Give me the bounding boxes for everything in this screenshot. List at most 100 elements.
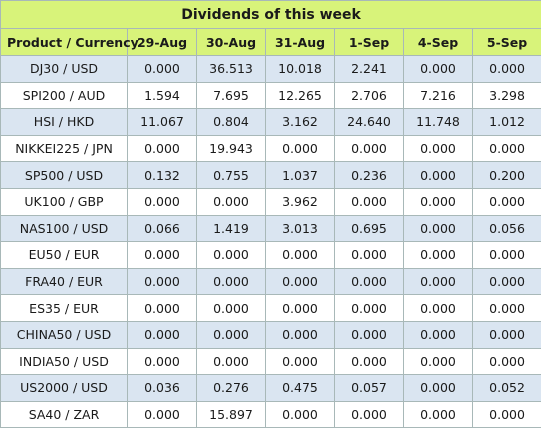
dividend-value-cell: 0.000 xyxy=(266,295,335,322)
dividend-value-cell: 3.013 xyxy=(266,215,335,242)
dividend-value-cell: 0.000 xyxy=(473,268,541,295)
product-cell: NIKKEI225 / JPN xyxy=(1,135,128,162)
product-cell: UK100 / GBP xyxy=(1,188,128,215)
column-header-date: 31-Aug xyxy=(266,29,335,56)
dividend-value-cell: 0.000 xyxy=(335,295,404,322)
dividend-value-cell: 0.000 xyxy=(473,295,541,322)
product-cell: CHINA50 / USD xyxy=(1,321,128,348)
dividend-value-cell: 0.000 xyxy=(473,348,541,375)
dividend-value-cell: 0.056 xyxy=(473,215,541,242)
dividend-value-cell: 0.000 xyxy=(335,188,404,215)
dividend-value-cell: 3.162 xyxy=(266,109,335,136)
dividend-value-cell: 0.000 xyxy=(473,242,541,269)
product-cell: SPI200 / AUD xyxy=(1,82,128,109)
dividend-value-cell: 36.513 xyxy=(197,56,266,83)
dividend-value-cell: 0.000 xyxy=(404,348,473,375)
dividend-value-cell: 0.000 xyxy=(335,321,404,348)
dividend-value-cell: 0.000 xyxy=(128,401,197,428)
product-cell: EU50 / EUR xyxy=(1,242,128,269)
dividend-value-cell: 7.216 xyxy=(404,82,473,109)
dividend-value-cell: 0.000 xyxy=(266,321,335,348)
dividend-value-cell: 2.241 xyxy=(335,56,404,83)
dividend-value-cell: 0.000 xyxy=(404,215,473,242)
dividend-value-cell: 2.706 xyxy=(335,82,404,109)
dividend-value-cell: 0.000 xyxy=(266,135,335,162)
dividend-value-cell: 0.000 xyxy=(197,268,266,295)
dividend-value-cell: 0.000 xyxy=(473,401,541,428)
dividend-value-cell: 0.000 xyxy=(128,135,197,162)
dividend-value-cell: 1.419 xyxy=(197,215,266,242)
dividend-value-cell: 0.000 xyxy=(404,242,473,269)
dividend-value-cell: 0.000 xyxy=(473,135,541,162)
dividend-value-cell: 0.132 xyxy=(128,162,197,189)
dividend-value-cell: 0.000 xyxy=(128,56,197,83)
column-header-date: 4-Sep xyxy=(404,29,473,56)
dividend-value-cell: 0.000 xyxy=(404,162,473,189)
dividend-value-cell: 0.000 xyxy=(128,242,197,269)
product-cell: DJ30 / USD xyxy=(1,56,128,83)
dividend-value-cell: 1.037 xyxy=(266,162,335,189)
dividend-value-cell: 0.000 xyxy=(404,375,473,402)
product-cell: NAS100 / USD xyxy=(1,215,128,242)
column-header-row: Product / Currency 29-Aug 30-Aug 31-Aug … xyxy=(1,29,541,56)
column-header-date: 5-Sep xyxy=(473,29,541,56)
dividend-value-cell: 0.000 xyxy=(404,268,473,295)
dividend-value-cell: 0.804 xyxy=(197,109,266,136)
dividend-value-cell: 10.018 xyxy=(266,56,335,83)
dividend-value-cell: 0.276 xyxy=(197,375,266,402)
dividend-value-cell: 0.057 xyxy=(335,375,404,402)
dividend-value-cell: 0.000 xyxy=(473,56,541,83)
dividend-value-cell: 0.200 xyxy=(473,162,541,189)
product-cell: HSI / HKD xyxy=(1,109,128,136)
dividend-value-cell: 0.036 xyxy=(128,375,197,402)
column-header-date: 30-Aug xyxy=(197,29,266,56)
dividend-value-cell: 0.000 xyxy=(335,242,404,269)
dividend-value-cell: 0.000 xyxy=(266,242,335,269)
dividend-value-cell: 0.000 xyxy=(404,188,473,215)
dividend-value-cell: 0.000 xyxy=(197,242,266,269)
dividend-value-cell: 0.695 xyxy=(335,215,404,242)
dividends-table-container: Dividends of this week Product / Currenc… xyxy=(0,0,541,416)
table-title: Dividends of this week xyxy=(1,1,541,29)
dividend-value-cell: 0.000 xyxy=(335,348,404,375)
dividend-value-cell: 0.000 xyxy=(404,295,473,322)
product-cell: FRA40 / EUR xyxy=(1,268,128,295)
dividend-value-cell: 0.000 xyxy=(473,321,541,348)
dividend-value-cell: 0.000 xyxy=(404,56,473,83)
dividend-value-cell: 0.000 xyxy=(197,188,266,215)
dividend-value-cell: 7.695 xyxy=(197,82,266,109)
column-header-date: 29-Aug xyxy=(128,29,197,56)
dividend-value-cell: 0.000 xyxy=(197,295,266,322)
dividend-value-cell: 0.000 xyxy=(128,321,197,348)
dividend-value-cell: 0.000 xyxy=(197,348,266,375)
dividend-value-cell: 1.012 xyxy=(473,109,541,136)
dividend-value-cell: 0.066 xyxy=(128,215,197,242)
dividend-value-cell: 0.000 xyxy=(404,321,473,348)
product-cell: SA40 / ZAR xyxy=(1,401,128,428)
dividend-value-cell: 24.640 xyxy=(335,109,404,136)
dividend-value-cell: 0.000 xyxy=(128,268,197,295)
product-cell: SP500 / USD xyxy=(1,162,128,189)
dividend-value-cell: 0.475 xyxy=(266,375,335,402)
dividend-value-cell: 0.052 xyxy=(473,375,541,402)
dividend-value-cell: 3.962 xyxy=(266,188,335,215)
table-title-row: Dividends of this week xyxy=(1,1,541,29)
dividend-value-cell: 19.943 xyxy=(197,135,266,162)
dividend-value-cell: 0.000 xyxy=(404,135,473,162)
dividend-value-cell: 1.594 xyxy=(128,82,197,109)
dividend-value-cell: 0.000 xyxy=(335,268,404,295)
